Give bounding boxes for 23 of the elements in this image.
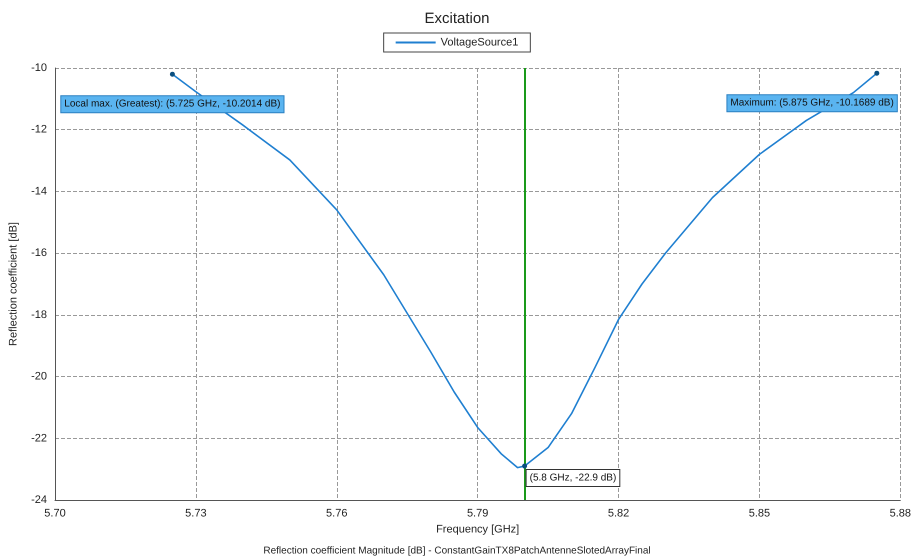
x-tick-label: 5.88 <box>890 508 912 520</box>
x-tick-label: 5.73 <box>185 508 207 520</box>
chart-title: Excitation <box>424 10 490 27</box>
text: Reflection coefficient Magnitude [dB] - ConstantGainTX8PatchAntenneSlotedArrayFinal <box>263 546 651 556</box>
x-tick-label: 5.76 <box>326 508 348 520</box>
legend-label: VoltageSource1 <box>440 36 518 48</box>
y-tick-label: -14 <box>31 185 47 198</box>
y-axis-title: Reflection coefficient [dB] <box>8 222 20 346</box>
y-tick-label: -12 <box>31 124 47 136</box>
y-tick-label: -16 <box>31 247 47 260</box>
annotation: Maximum: (5.875 GHz, -10.1689 dB) <box>730 98 894 109</box>
x-tick-label: 5.82 <box>608 508 630 520</box>
x-tick-label: 5.79 <box>466 508 488 520</box>
y-tick-label: -24 <box>31 494 47 506</box>
y-tick-label: -18 <box>31 308 47 321</box>
x-tick-label: 5.85 <box>748 508 770 520</box>
y-tick-label: -22 <box>31 432 47 444</box>
y-tick-label: -20 <box>31 370 47 383</box>
annotation: (5.8 GHz, -22.9 dB) <box>530 472 616 484</box>
x-axis-title: Frequency [GHz] <box>436 523 520 536</box>
x-tick-label: 5.70 <box>44 508 66 520</box>
annotation: Local max. (Greatest): (5.725 GHz, -10.2014 dB) <box>64 98 281 110</box>
y-tick-label: -10 <box>31 62 47 74</box>
